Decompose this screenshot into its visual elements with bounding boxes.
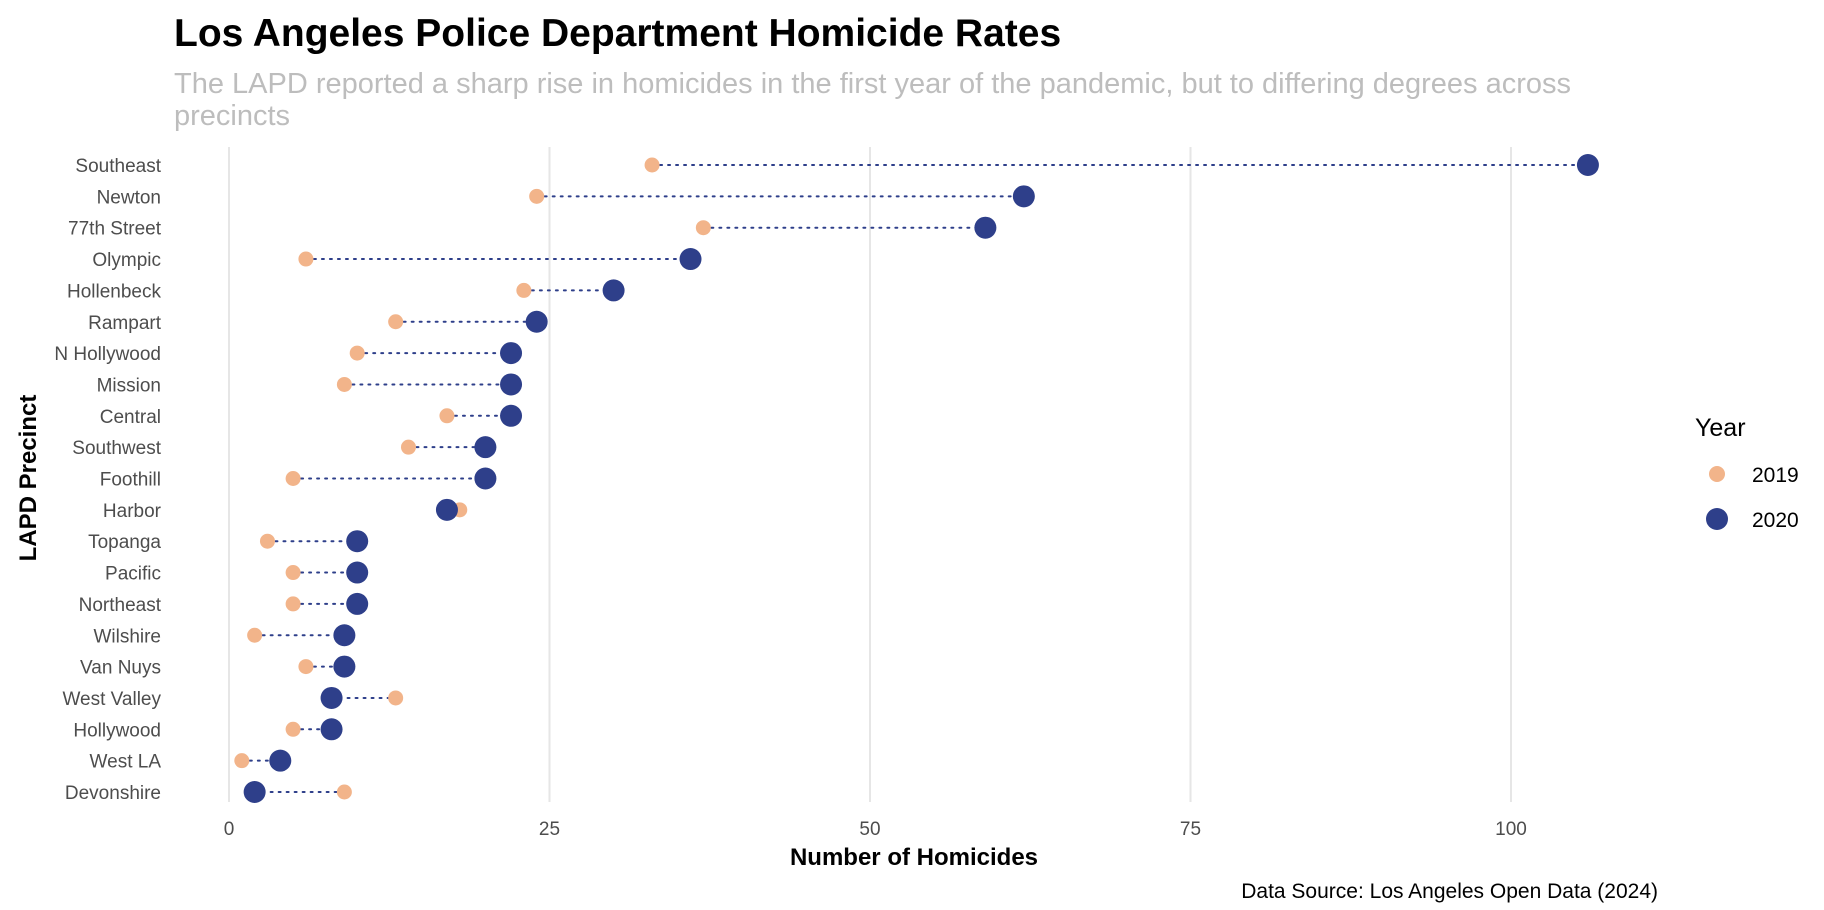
- point-2019: [285, 565, 301, 581]
- y-tick-label: Southeast: [75, 156, 161, 177]
- point-2020: [333, 655, 356, 678]
- point-2020: [320, 686, 343, 709]
- y-tick-label: Van Nuys: [80, 658, 161, 679]
- point-2019: [336, 376, 352, 392]
- y-tick-label: Rampart: [88, 313, 162, 334]
- y-tick-label: Mission: [97, 375, 161, 396]
- x-tick-label: 0: [224, 819, 235, 840]
- y-tick-label: Hollenbeck: [67, 281, 161, 302]
- point-2020: [974, 216, 997, 239]
- gridlines: [228, 147, 1512, 802]
- y-tick-label: Hollywood: [73, 720, 161, 741]
- point-2019: [285, 596, 301, 612]
- point-2019: [285, 721, 301, 737]
- x-tick-label: 25: [539, 819, 560, 840]
- point-2019: [285, 471, 301, 486]
- point-2020: [474, 436, 497, 459]
- connector-lines: [240, 164, 1589, 793]
- x-tick-label: 75: [1180, 819, 1201, 840]
- point-2020: [525, 310, 548, 333]
- point-2020: [320, 718, 343, 741]
- y-tick-label: West LA: [90, 752, 162, 773]
- point-2019: [259, 533, 275, 549]
- legend-marker-2019: [1709, 466, 1725, 482]
- point-2019: [644, 157, 660, 173]
- chart-subtitle: The LAPD reported a sharp rise in homici…: [174, 68, 1572, 132]
- point-2019: [516, 282, 532, 298]
- legend-label-2019: 2019: [1752, 464, 1799, 487]
- point-2020: [1012, 185, 1035, 208]
- x-tick-label: 50: [859, 819, 880, 840]
- y-tick-label: Foothill: [100, 470, 161, 491]
- data-points: [234, 154, 1599, 803]
- point-2019: [388, 314, 404, 330]
- point-2019: [529, 188, 545, 204]
- y-tick-label: Northeast: [79, 595, 162, 616]
- y-tick-label: Newton: [97, 187, 161, 208]
- point-2020: [333, 624, 356, 647]
- point-2020: [474, 467, 497, 490]
- point-2020: [435, 498, 458, 521]
- y-tick-label: N Hollywood: [54, 344, 161, 365]
- y-tick-label: Topanga: [88, 532, 161, 553]
- point-2020: [269, 749, 292, 772]
- legend-marker-2020: [1706, 508, 1728, 530]
- data-source-caption: Data Source: Los Angeles Open Data (2024…: [1241, 880, 1658, 903]
- y-tick-label: 77th Street: [68, 219, 162, 240]
- x-tick-label: 100: [1495, 819, 1527, 840]
- point-2019: [695, 220, 711, 236]
- y-tick-label: Harbor: [103, 501, 162, 522]
- point-2019: [349, 345, 365, 361]
- y-axis-ticks: Southeast Newton 77th Street Olympic Hollenb…: [54, 156, 161, 804]
- chart-title: Los Angeles Police Department Homicide R…: [174, 12, 1062, 55]
- point-2020: [500, 404, 523, 427]
- point-2020: [346, 592, 369, 615]
- x-axis-ticks: 0 25 50 75 100: [224, 819, 1527, 840]
- y-tick-label: Olympic: [92, 250, 161, 271]
- point-2019: [336, 784, 352, 800]
- point-2019: [234, 753, 250, 769]
- point-2019: [439, 408, 455, 424]
- point-2019: [298, 251, 314, 267]
- legend: Year 2019 2020: [1695, 414, 1799, 532]
- legend-title: Year: [1695, 414, 1746, 442]
- y-tick-label: Central: [100, 407, 161, 428]
- point-2019: [400, 439, 416, 455]
- y-tick-label: Pacific: [105, 564, 161, 585]
- point-2020: [602, 279, 625, 302]
- point-2020: [500, 373, 523, 396]
- point-2020: [500, 342, 523, 365]
- y-tick-label: Devonshire: [65, 783, 161, 804]
- y-axis-label: LAPD Precinct: [15, 395, 42, 562]
- y-tick-label: Southwest: [72, 438, 161, 459]
- point-2020: [346, 530, 369, 553]
- y-tick-label: West Valley: [62, 689, 161, 710]
- point-2019: [247, 627, 263, 643]
- point-2020: [346, 561, 369, 584]
- y-tick-label: Wilshire: [93, 626, 161, 647]
- x-axis-label: Number of Homicides: [790, 844, 1038, 871]
- point-2020: [243, 781, 266, 803]
- legend-label-2020: 2020: [1752, 509, 1799, 532]
- point-2020: [679, 248, 702, 271]
- point-2020: [1576, 154, 1599, 176]
- point-2019: [298, 659, 314, 675]
- point-2019: [388, 690, 404, 706]
